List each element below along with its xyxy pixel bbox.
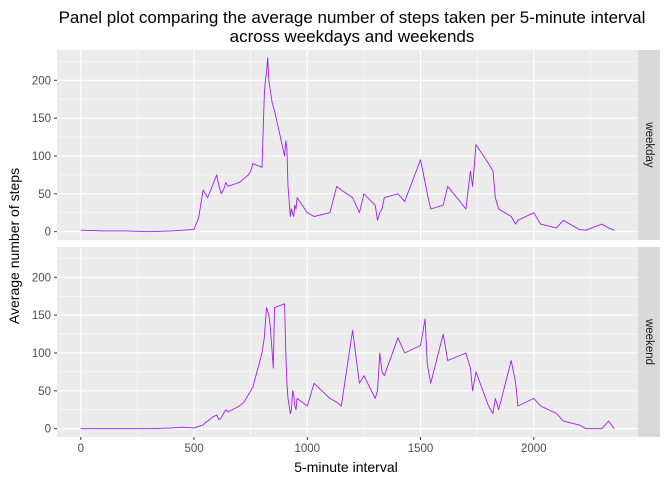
strip-label-weekend: weekend xyxy=(643,318,655,365)
x-tick-label: 2000 xyxy=(521,443,547,455)
facet-panels: 0 50 100 150 200 weekday 0 50 100 150 200 weekend 0 5… xyxy=(32,50,660,455)
x-tick-label: 500 xyxy=(184,443,203,455)
chart-subtitle: across weekdays and weekends xyxy=(230,27,475,46)
strip-background xyxy=(638,50,660,240)
strip-label-weekday: weekday xyxy=(643,121,655,168)
y-tick-label: 200 xyxy=(32,75,51,87)
y-tick-label: 100 xyxy=(32,151,51,163)
y-tick-label: 100 xyxy=(32,348,51,360)
y-tick-label: 200 xyxy=(32,272,51,284)
y-tick-label: 150 xyxy=(32,113,51,125)
y-tick-label: 150 xyxy=(32,310,51,322)
y-tick-label: 50 xyxy=(38,189,51,201)
panel-weekday: 0 50 100 150 200 weekday xyxy=(32,50,660,240)
panel-background xyxy=(57,247,638,437)
y-tick-label: 0 xyxy=(45,424,51,436)
x-tick-label: 1000 xyxy=(294,443,320,455)
panel-weekend: 0 50 100 150 200 weekend xyxy=(32,247,660,437)
x-tick-label: 1500 xyxy=(408,443,434,455)
panel-background xyxy=(57,50,638,240)
y-tick-label: 50 xyxy=(38,386,51,398)
y-tick-label: 0 xyxy=(45,227,51,239)
series-line-weekend xyxy=(80,303,615,430)
x-axis-title: 5-minute interval xyxy=(294,459,398,475)
x-tick-label: 0 xyxy=(78,443,84,455)
chart-title: Panel plot comparing the average number … xyxy=(59,8,646,27)
strip-background xyxy=(638,247,660,437)
y-axis-title: Average number of steps xyxy=(6,168,22,324)
series-line-weekday xyxy=(80,57,615,233)
